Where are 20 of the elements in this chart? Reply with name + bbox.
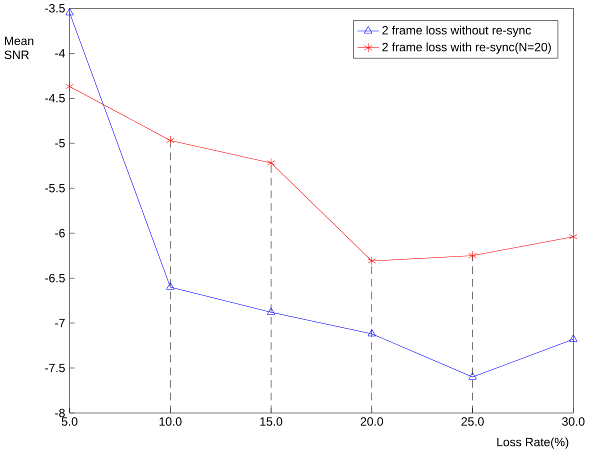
legend-label: 2 frame loss with re-sync(N=20) [382, 42, 551, 54]
y-tick-label: -7 [55, 319, 65, 328]
x-tick-label: 30.0 [562, 417, 585, 426]
y-tick-label: -8 [55, 408, 65, 418]
x-tick-label: 15.0 [260, 417, 282, 426]
x-tick-label: 10.0 [160, 417, 182, 426]
x-tick-label: 20.0 [360, 417, 384, 426]
y-tick-label: -4.5 [45, 94, 65, 103]
y-axis-title: Mean SNR [4, 36, 34, 60]
x-tick-label: 5.0 [62, 417, 78, 426]
y-tick-label: -5.5 [45, 184, 65, 192]
y-tick-label: -7.5 [45, 364, 65, 372]
x-axis-title: Loss Rate(%) [497, 438, 568, 449]
y-tick-label: -4 [55, 49, 65, 58]
y-tick-label: -5 [55, 139, 65, 148]
y-tick-label: -6.5 [45, 274, 65, 282]
x-tick-label: 25.0 [461, 417, 484, 426]
y-tick-label: -6 [55, 229, 65, 238]
y-tick-label: -3.5 [45, 4, 65, 13]
legend-label: 2 frame loss without re-sync [382, 26, 531, 38]
